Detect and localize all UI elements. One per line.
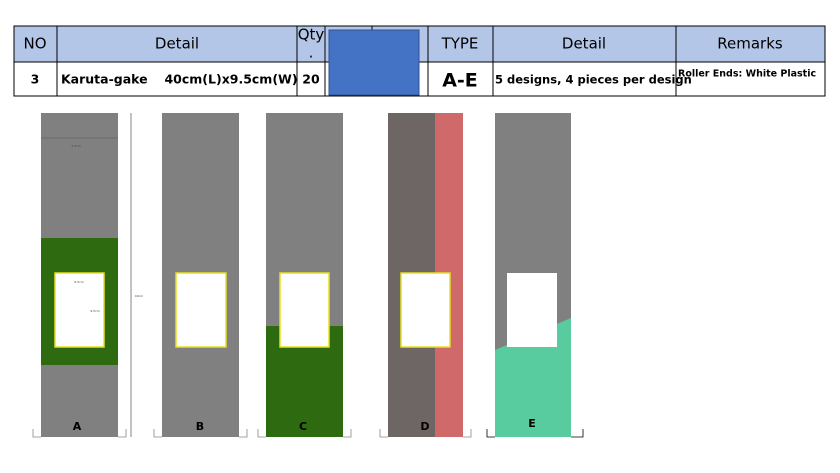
design-label: D <box>420 420 429 433</box>
cell: Karuta-gake 40cm(L)x9.5cm(W) <box>61 72 298 87</box>
dimension: 40cm <box>135 294 143 298</box>
end-caps <box>32 429 584 438</box>
header-cell: Detail <box>562 35 606 53</box>
design-label: A <box>73 420 82 433</box>
dimension: 9.5cm <box>90 309 99 313</box>
header-cell: Detail <box>155 35 199 53</box>
design-e <box>495 113 571 437</box>
header-cell: Remarks <box>717 35 783 53</box>
design-d <box>388 113 463 437</box>
design-label: B <box>196 420 204 433</box>
header-cell: NO <box>23 35 46 53</box>
design-b <box>162 113 239 437</box>
design-a <box>41 113 132 437</box>
cell: 20 <box>302 72 320 87</box>
dimension: 6.5cm <box>74 280 83 284</box>
design-label: C <box>299 420 307 433</box>
header-cell: TYPE <box>441 35 479 53</box>
design-label: E <box>528 417 536 430</box>
cell: Roller Ends: White Plastic <box>678 69 816 80</box>
dimension: 2.5cm <box>71 144 80 148</box>
cell: A-E <box>442 70 478 92</box>
header-cell: Qty <box>298 26 325 44</box>
cell: 3 <box>31 72 40 87</box>
design-c <box>266 113 343 437</box>
cell: 5 designs, 4 pieces per design <box>495 73 692 87</box>
header-mark: . <box>309 44 314 62</box>
redaction-box <box>328 29 420 96</box>
